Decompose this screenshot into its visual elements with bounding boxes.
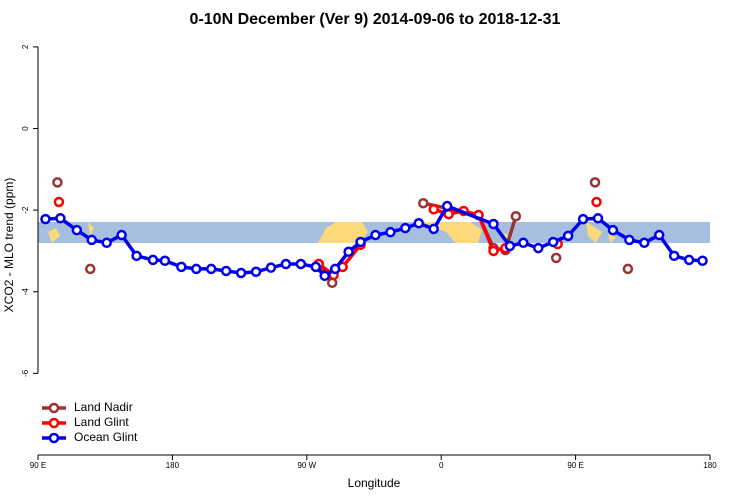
legend-marker — [48, 402, 60, 414]
y-axis-label: XCO2 - MLO trend (ppm) — [2, 178, 16, 313]
point — [533, 242, 544, 254]
point — [53, 196, 65, 208]
point — [131, 250, 142, 262]
x-tick-label: 90 W — [297, 461, 316, 470]
point — [250, 266, 262, 278]
point — [400, 222, 411, 234]
point — [589, 177, 601, 188]
y-tick-label: 2 — [21, 44, 30, 49]
point — [176, 261, 187, 273]
point — [418, 197, 429, 209]
point — [668, 250, 680, 262]
point — [518, 237, 529, 249]
point — [220, 265, 232, 277]
point — [547, 236, 559, 248]
x-tick-label: 180 — [166, 461, 180, 470]
point — [550, 252, 562, 264]
point — [147, 254, 159, 266]
point — [562, 230, 574, 242]
chart-title: 0-10N December (Ver 9) 2014-09-06 to 201… — [190, 11, 561, 28]
point — [370, 229, 381, 241]
point — [488, 218, 499, 230]
point — [413, 217, 425, 229]
point — [116, 229, 127, 241]
legend-label: Ocean Glint — [74, 430, 138, 444]
series — [40, 200, 708, 282]
point — [592, 213, 604, 224]
point — [510, 211, 522, 222]
point — [355, 236, 366, 248]
point — [265, 262, 277, 273]
legend-marker — [48, 432, 60, 444]
point — [683, 254, 695, 266]
y-tick-label: -6 — [21, 369, 30, 377]
point — [639, 237, 650, 249]
point — [607, 224, 619, 236]
point — [591, 196, 602, 208]
point — [71, 224, 83, 236]
legend-label: Land Nadir — [74, 400, 133, 414]
point — [159, 255, 171, 266]
land-patch — [48, 222, 616, 243]
point — [343, 246, 354, 258]
legend-label: Land Glint — [74, 415, 129, 429]
point — [205, 263, 217, 275]
point — [55, 213, 66, 224]
x-tick-label: 90 E — [30, 461, 46, 470]
point — [280, 258, 292, 270]
point — [235, 267, 247, 279]
legend-marker — [48, 417, 60, 429]
point — [52, 177, 63, 188]
point — [86, 234, 98, 246]
point — [622, 263, 634, 275]
y-tick-label: 0 — [21, 126, 30, 131]
point — [40, 213, 51, 225]
point — [428, 204, 439, 215]
point — [441, 200, 453, 212]
point — [385, 226, 396, 238]
point — [653, 229, 665, 241]
point — [624, 234, 635, 246]
x-tick-label: 180 — [703, 461, 717, 470]
point — [319, 270, 330, 282]
point — [295, 258, 307, 270]
point — [310, 261, 322, 273]
point — [488, 245, 499, 257]
point — [428, 223, 439, 235]
x-axis-label: Longitude — [348, 476, 401, 490]
point — [504, 240, 516, 252]
x-tick-label: 90 E — [567, 461, 583, 470]
point — [329, 263, 341, 275]
point — [577, 213, 589, 225]
point — [191, 263, 202, 275]
y-tick-label: -4 — [21, 288, 30, 296]
point — [697, 255, 708, 266]
point — [85, 263, 96, 275]
x-tick-label: 0 — [439, 461, 444, 470]
point — [101, 237, 112, 249]
y-tick-label: -2 — [21, 206, 30, 214]
